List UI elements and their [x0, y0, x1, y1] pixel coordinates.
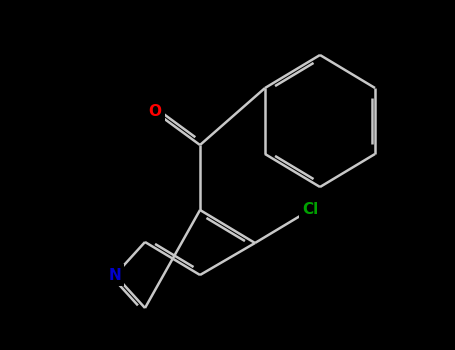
Text: N: N — [109, 267, 121, 282]
Text: O: O — [148, 105, 162, 119]
Text: Cl: Cl — [302, 203, 318, 217]
